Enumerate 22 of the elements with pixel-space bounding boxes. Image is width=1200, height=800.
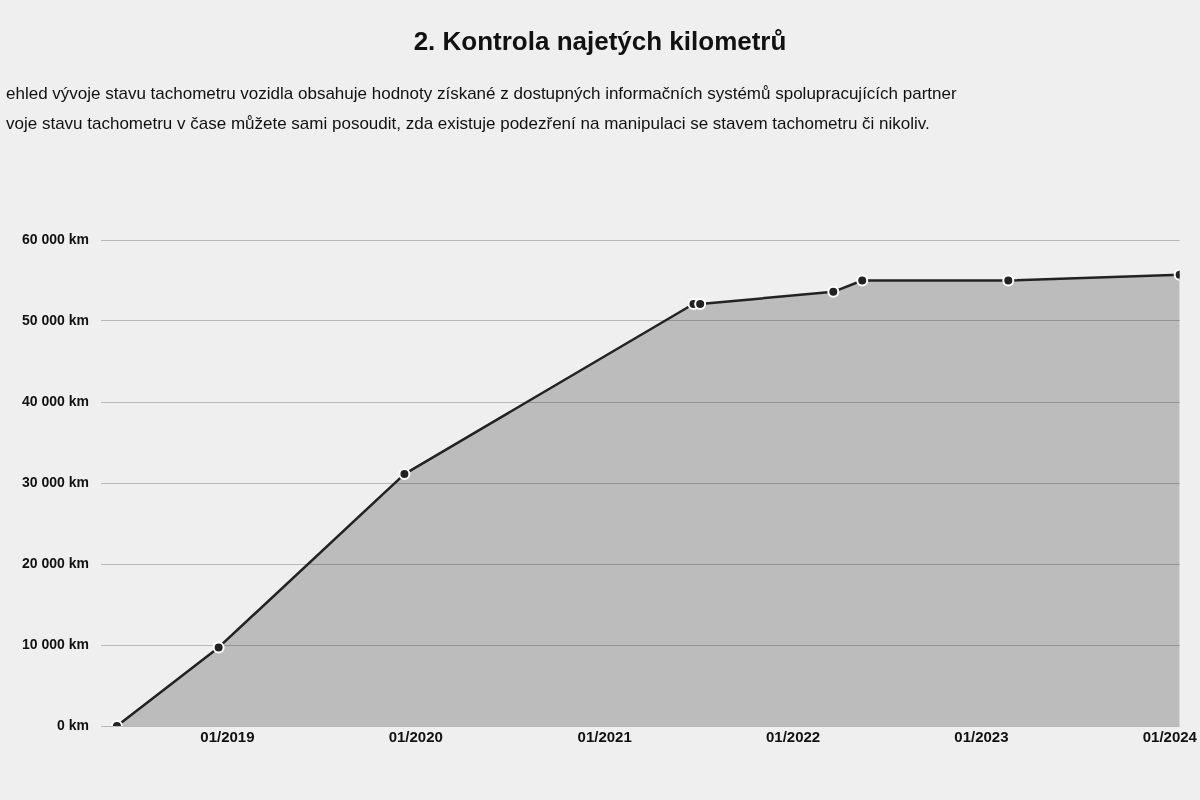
- text: voje stavu tachometru v čase můžete sami posoudit, zda existuje podezření na manipulaci se stavem tachometru či nikoliv.: [6, 113, 931, 135]
- point: [398, 468, 411, 481]
- y-tick-label: 10 000 km: [21, 635, 89, 652]
- x-tick-label: 01/2023: [954, 728, 1009, 746]
- point: [212, 641, 225, 654]
- x-tick-label: 01/2020: [388, 728, 443, 746]
- x-tick-label: 01/2021: [577, 728, 632, 746]
- point: [694, 297, 707, 310]
- point: [856, 274, 869, 287]
- x-tick-label: 01/2024: [1142, 728, 1198, 746]
- y-tick-label: 40 000 km: [21, 392, 89, 409]
- y-tick-label: 60 000 km: [21, 230, 89, 247]
- y-tick-label: 50 000 km: [21, 311, 89, 328]
- text: ehled vývoje stavu tachometru vozidla obsahuje hodnoty získané z dostupných informačních systémů spolupracujících partner: [6, 83, 958, 105]
- y-tick-label: 30 000 km: [21, 473, 89, 490]
- point: [827, 285, 840, 298]
- x-tick-label: 01/2022: [765, 728, 821, 746]
- y-tick-label: 0 km: [57, 716, 89, 733]
- y-tick-label: 20 000 km: [21, 554, 89, 571]
- x-tick-label: 01/2019: [200, 728, 255, 746]
- point: [1002, 274, 1015, 287]
- chart-title: 2. Kontrola najetých kilometrů: [412, 25, 788, 57]
